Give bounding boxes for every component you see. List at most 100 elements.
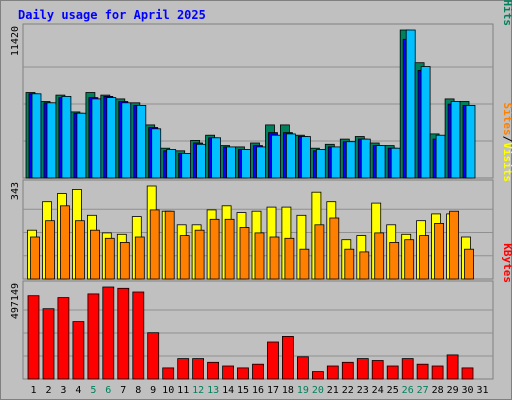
panel-legend: KBytes [501,243,512,283]
bar-kbytes-day-11 [177,358,190,380]
bar-sites-day-12 [194,229,205,280]
bar-sites-day-3 [60,205,70,280]
bar-sites-day-9 [149,209,160,280]
bar-pages-day-1 [31,93,42,179]
bar-pages-day-10 [166,149,177,179]
bar-sites-day-14 [224,218,235,280]
x-tick-label-25: 25 [387,385,399,396]
x-tick-label-18: 18 [282,385,294,396]
panel-max-label: 497149 [10,283,21,319]
x-tick-label-19: 19 [297,385,309,396]
bar-sites-day-4 [75,220,85,280]
legend-sites: Sites [501,103,512,136]
bar-pages-day-25 [390,147,401,179]
bar-pages-day-4 [76,112,87,179]
x-tick-label-11: 11 [177,385,189,396]
x-tick-label-22: 22 [342,385,354,396]
x-tick-label-12: 12 [192,385,204,396]
bar-kbytes-day-25 [386,365,399,380]
bar-sites-day-11 [179,235,190,280]
x-tick-label-28: 28 [432,385,444,396]
x-tick-label-7: 7 [120,385,126,396]
bar-kbytes-day-15 [237,367,249,380]
x-tick-label-1: 1 [30,385,36,396]
x-tick-label-29: 29 [447,385,459,396]
x-tick-label-9: 9 [150,385,156,396]
bar-sites-day-26 [404,239,415,280]
bar-sites-day-27 [419,235,430,280]
bar-kbytes-day-1 [27,295,40,380]
bar-kbytes-day-26 [401,358,414,380]
bar-sites-day-18 [284,237,295,280]
bar-kbytes-day-10 [162,367,175,380]
panel-legend: Sites/Visits [501,103,512,183]
legend-hits: Hits [501,0,512,26]
bar-pages-day-14 [226,146,237,179]
bar-kbytes-day-12 [192,358,205,380]
bar-kbytes-day-2 [42,308,55,380]
x-tick-label-2: 2 [45,385,51,396]
x-tick-label-14: 14 [222,385,234,396]
bar-sites-day-6 [104,237,115,280]
x-tick-label-10: 10 [162,385,174,396]
bar-kbytes-day-8 [132,291,145,380]
x-tick-label-5: 5 [90,385,96,396]
x-tick-label-6: 6 [105,385,111,396]
x-tick-label-23: 23 [357,385,369,396]
bar-sites-day-19 [299,248,310,280]
bar-pages-day-12 [196,143,207,179]
x-tick-label-27: 27 [417,385,429,396]
chart-panels: 11420 Pages/Files/Hits 343 Sites/Visits 4971… [10,0,512,380]
x-tick-label-8: 8 [135,385,141,396]
panel-kbytes: 497149 KBytes [10,243,512,380]
x-tick-label-31: 31 [476,385,488,396]
bar-pages-day-15 [241,149,251,179]
panel-legend: Pages/Files/Hits [501,0,512,26]
x-tick-label-4: 4 [75,385,81,396]
bar-kbytes-day-20 [311,371,324,380]
bar-pages-day-2 [46,102,57,179]
bar-sites-day-15 [239,227,250,280]
bar-sites-day-22 [344,248,355,280]
bar-pages-day-21 [330,146,341,179]
bar-kbytes-day-6 [102,286,115,380]
bar-pages-day-17 [271,134,281,179]
x-tick-label-13: 13 [207,385,219,396]
panel-max-label: 11420 [10,26,21,56]
legend-kbytes: KBytes [501,243,512,283]
bar-kbytes-day-21 [326,365,339,380]
bar-sites-day-24 [374,232,385,280]
panel-visits-sites: 343 Sites/Visits [10,103,512,280]
bar-kbytes-day-28 [431,365,444,380]
bar-pages-day-13 [211,137,222,179]
bar-kbytes-day-7 [117,287,130,380]
bar-sites-day-30 [464,248,474,280]
bar-pages-day-9 [151,128,162,179]
x-tick-label-15: 15 [237,385,249,396]
bar-sites-day-17 [269,236,280,280]
bar-pages-day-20 [315,149,326,179]
bar-sites-day-8 [134,236,145,280]
bar-sites-day-1 [30,236,40,280]
x-tick-label-30: 30 [461,385,473,396]
bar-pages-day-6 [106,97,117,179]
bar-sites-day-29 [449,210,460,280]
bar-sites-day-28 [434,222,445,280]
bar-pages-day-19 [300,136,311,179]
bar-sites-day-23 [359,251,370,280]
bar-sites-day-21 [329,217,340,280]
bar-pages-day-23 [360,138,371,179]
bar-pages-day-3 [61,96,72,179]
bar-pages-day-16 [256,146,266,179]
bar-kbytes-day-23 [356,358,369,380]
bar-kbytes-day-17 [267,341,279,380]
bar-kbytes-day-4 [72,321,85,380]
x-tick-label-21: 21 [327,385,339,396]
bar-pages-day-18 [285,133,296,179]
panel-max-label: 343 [10,182,21,200]
bar-pages-day-7 [121,102,132,179]
bar-pages-day-8 [136,105,147,179]
bar-pages-day-30 [465,105,476,179]
bar-sites-day-10 [164,210,175,280]
